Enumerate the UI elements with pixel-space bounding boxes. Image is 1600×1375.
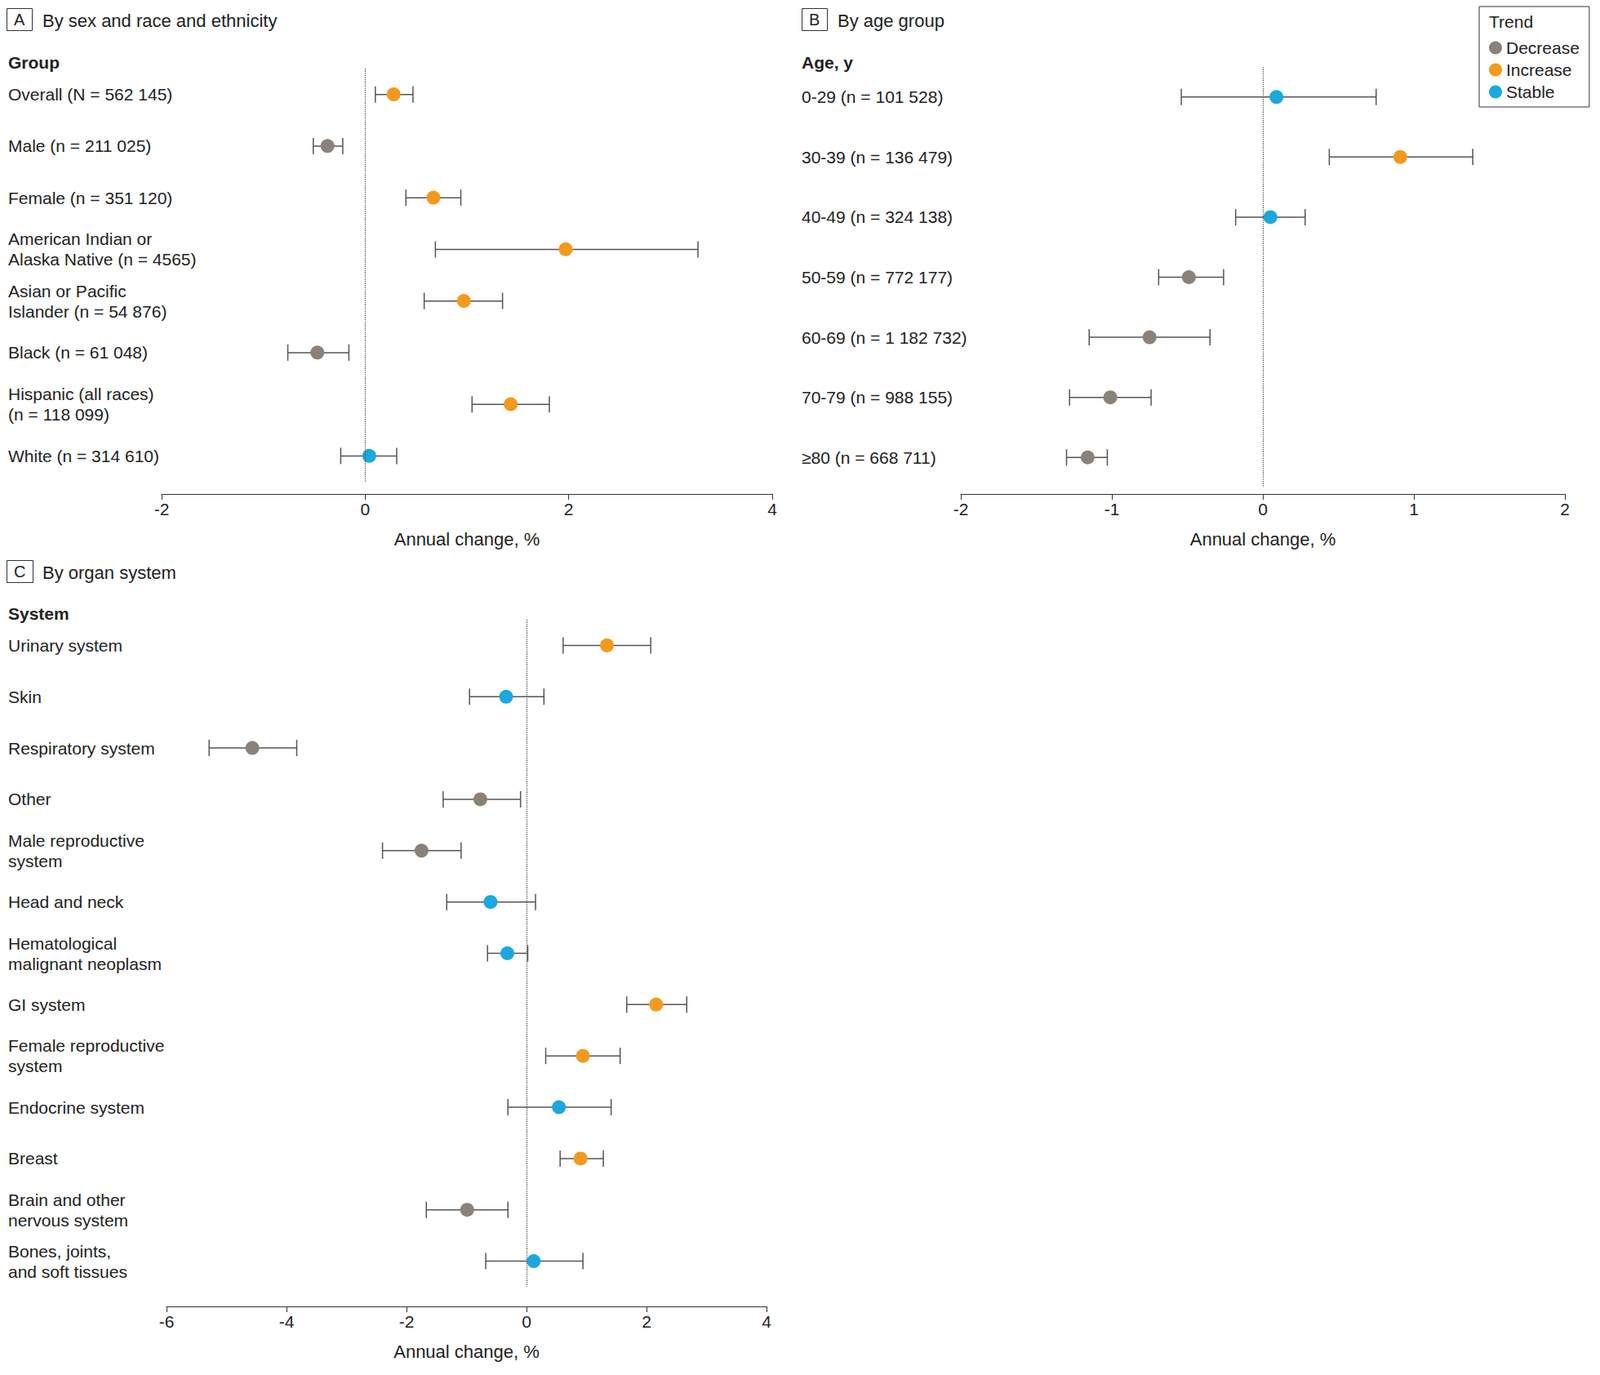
- svg-text:Male (n = 211 025): Male (n = 211 025): [8, 136, 152, 156]
- svg-text:By organ system: By organ system: [42, 562, 177, 583]
- svg-text:Brain and other: Brain and other: [8, 1190, 126, 1209]
- svg-text:American Indian or: American Indian or: [8, 229, 152, 249]
- svg-text:Endocrine system: Endocrine system: [8, 1097, 145, 1117]
- svg-text:Annual change, %: Annual change, %: [394, 528, 541, 550]
- svg-text:A: A: [13, 10, 26, 29]
- svg-text:nervous system: nervous system: [8, 1210, 129, 1230]
- svg-text:Annual change, %: Annual change, %: [393, 1341, 540, 1362]
- svg-text:Annual change, %: Annual change, %: [1190, 528, 1337, 550]
- svg-text:Urinary system: Urinary system: [8, 635, 123, 655]
- svg-text:Female (n = 351 120): Female (n = 351 120): [8, 188, 173, 208]
- svg-text:GI system: GI system: [8, 995, 86, 1014]
- svg-text:Male reproductive: Male reproductive: [8, 831, 145, 850]
- svg-text:C: C: [13, 562, 26, 581]
- svg-text:40-49 (n = 324 138): 40-49 (n = 324 138): [801, 207, 953, 227]
- svg-text:4: 4: [761, 1311, 772, 1331]
- svg-text:4: 4: [767, 499, 778, 519]
- svg-text:-2: -2: [399, 1311, 415, 1331]
- svg-text:Female reproductive: Female reproductive: [8, 1035, 165, 1055]
- svg-text:≥80 (n = 668 711): ≥80 (n = 668 711): [801, 448, 937, 467]
- svg-text:1: 1: [1408, 499, 1419, 519]
- svg-text:Islander (n = 54 876): Islander (n = 54 876): [8, 302, 167, 321]
- svg-text:0: 0: [521, 1311, 532, 1331]
- svg-text:Other: Other: [8, 789, 52, 809]
- svg-text:Black (n = 61 048): Black (n = 61 048): [8, 342, 148, 362]
- svg-text:-2: -2: [953, 499, 969, 519]
- svg-text:-6: -6: [159, 1311, 175, 1331]
- svg-text:0: 0: [1257, 499, 1268, 519]
- svg-text:Skin: Skin: [8, 687, 42, 707]
- svg-text:Bones, joints,: Bones, joints,: [8, 1241, 112, 1261]
- svg-text:Age, y: Age, y: [801, 53, 854, 72]
- svg-text:System: System: [8, 604, 70, 623]
- svg-text:2: 2: [564, 499, 574, 519]
- svg-text:Head and neck: Head and neck: [8, 892, 125, 912]
- svg-text:Respiratory system: Respiratory system: [8, 738, 156, 758]
- svg-text:system: system: [8, 851, 63, 871]
- svg-text:Stable: Stable: [1506, 82, 1556, 102]
- svg-text:-4: -4: [279, 1311, 295, 1331]
- svg-text:Group: Group: [8, 53, 60, 72]
- svg-text:Hematological: Hematological: [8, 933, 117, 953]
- svg-text:system: system: [8, 1056, 63, 1076]
- svg-text:Overall (N = 562 145): Overall (N = 562 145): [8, 84, 173, 104]
- svg-text:0: 0: [360, 499, 370, 519]
- svg-text:malignant neoplasm: malignant neoplasm: [8, 954, 162, 974]
- svg-text:(n = 118 099): (n = 118 099): [8, 404, 110, 424]
- svg-text:and soft tissues: and soft tissues: [8, 1262, 128, 1281]
- svg-text:Hispanic (all races): Hispanic (all races): [8, 384, 155, 404]
- svg-text:Decrease: Decrease: [1506, 38, 1580, 58]
- svg-text:2: 2: [641, 1311, 652, 1331]
- svg-text:70-79 (n = 988 155): 70-79 (n = 988 155): [801, 387, 953, 407]
- svg-text:-1: -1: [1104, 499, 1120, 519]
- svg-text:Breast: Breast: [8, 1148, 58, 1168]
- svg-text:Trend: Trend: [1488, 12, 1534, 32]
- svg-text:2: 2: [1560, 499, 1570, 519]
- svg-text:-2: -2: [154, 499, 170, 519]
- svg-text:50-59 (n = 772 177): 50-59 (n = 772 177): [801, 267, 953, 287]
- svg-text:By sex and race and ethnicity: By sex and race and ethnicity: [42, 10, 277, 32]
- svg-text:30-39 (n = 136 479): 30-39 (n = 136 479): [801, 147, 953, 167]
- svg-text:Asian or Pacific: Asian or Pacific: [8, 281, 127, 301]
- svg-text:B: B: [808, 10, 820, 29]
- svg-text:0-29 (n = 101 528): 0-29 (n = 101 528): [801, 87, 943, 107]
- svg-text:Alaska Native (n = 4565): Alaska Native (n = 4565): [8, 249, 197, 269]
- svg-text:White (n = 314 610): White (n = 314 610): [8, 446, 160, 466]
- svg-text:60-69 (n = 1 182 732): 60-69 (n = 1 182 732): [801, 328, 968, 347]
- svg-text:Increase: Increase: [1506, 60, 1573, 80]
- svg-text:By age group: By age group: [837, 10, 945, 32]
